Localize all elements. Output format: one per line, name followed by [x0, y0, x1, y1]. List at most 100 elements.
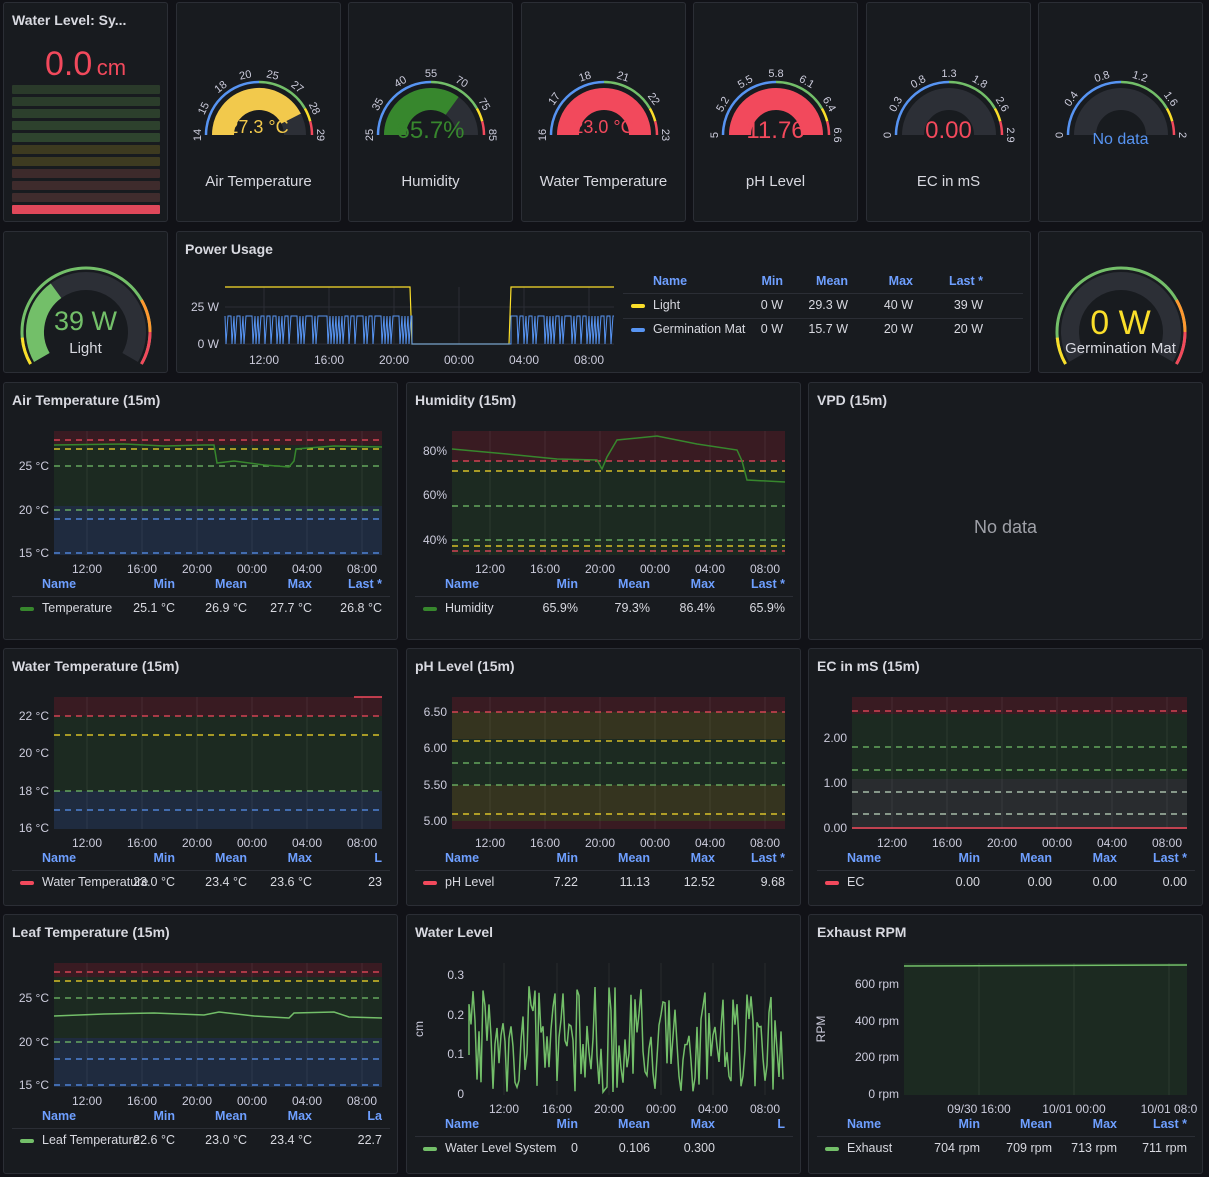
legend-series-name[interactable]: Light [653, 298, 680, 312]
vpd-panel[interactable]: VPD (15m) No data [808, 382, 1203, 640]
legend-header[interactable]: Last * [1153, 851, 1187, 865]
timeseries-chart: 22 °C20 °C18 °C16 °C12:00 16:00 20:00 00:00… [4, 649, 398, 849]
x-tick-label: 16:00 [530, 836, 560, 849]
y-tick-label: 15 °C [19, 1078, 49, 1092]
legend-header[interactable]: Mean [1020, 851, 1052, 865]
legend-header[interactable]: Max [691, 851, 715, 865]
legend-header[interactable]: Name [42, 851, 76, 865]
y-tick-label: 60% [423, 488, 447, 502]
legend-value: 0.300 [684, 1141, 715, 1155]
y-tick-label: 18 °C [19, 784, 49, 798]
y-tick-label: 22 °C [19, 709, 49, 723]
legend-header[interactable]: Name [42, 577, 76, 591]
legend-header[interactable]: Max [889, 274, 913, 288]
gauge-panel[interactable]: 25 35 40 55 70 75 85 65.7% Humidity [348, 2, 513, 222]
x-tick-label: 08:00 [1152, 836, 1182, 849]
legend-series-name[interactable]: EC [847, 875, 864, 889]
legend-header[interactable]: Mean [618, 851, 650, 865]
ec-panel[interactable]: EC in mS (15m) 2.00 1.00 0.00 12:00 16:00 20:0… [808, 648, 1203, 906]
legend-header[interactable]: Mean [215, 1109, 247, 1123]
x-tick-label: 04:00 [509, 353, 539, 367]
y-tick-label: 5.00 [424, 814, 448, 828]
power-usage-panel[interactable]: Power Usage 25 W 0 W 12:00 16:00 20:00 00:00 0… [176, 231, 1031, 373]
gauge-tick-label: 1.6 [1161, 89, 1180, 108]
x-tick-label: 00:00 [444, 353, 474, 367]
legend-value: 23.6 °C [270, 875, 312, 889]
legend-header[interactable]: Min [153, 577, 175, 591]
legend-series-name[interactable]: Germination Mat [653, 322, 745, 336]
legend-header[interactable]: Min [556, 851, 578, 865]
air-temperature-panel[interactable]: Air Temperature (15m) 25 °C 20 °C 15 °C 12:0… [3, 382, 398, 640]
gauge-value: 39 W [4, 306, 167, 337]
legend-header[interactable]: Mean [215, 851, 247, 865]
legend-series-name[interactable]: Water Level System [445, 1141, 556, 1155]
legend-header[interactable]: Max [1093, 851, 1117, 865]
gauge-panel[interactable]: 0 0.3 0.8 1.3 1.8 2.6 2.9 0.00 EC in mS [866, 2, 1031, 222]
legend-header[interactable]: Max [288, 1109, 312, 1123]
legend-header[interactable]: L [374, 851, 382, 865]
panel-title: Water Level: Sy... [12, 12, 126, 28]
legend-header[interactable]: La [367, 1109, 382, 1123]
legend-header[interactable]: Name [847, 1117, 881, 1131]
water-temperature-panel[interactable]: Water Temperature (15m) 22 °C 20 °C 18 °C 16… [3, 648, 398, 906]
legend-header[interactable]: Max [288, 851, 312, 865]
legend-header[interactable]: Min [153, 1109, 175, 1123]
gauge-panel[interactable]: 0 0.4 0.8 1.2 1.6 2 No data [1038, 2, 1203, 222]
legend-header[interactable]: Min [958, 851, 980, 865]
water-level-panel[interactable]: Water Level 0.3 0.2 0.1 0 cm 12:00 16:00 20:00 00… [406, 914, 801, 1174]
legend-header[interactable]: Mean [816, 274, 848, 288]
legend-header[interactable]: Max [691, 1117, 715, 1131]
y-tick-label: 6.50 [424, 705, 448, 719]
legend-series-name[interactable]: Humidity [445, 601, 494, 615]
legend-header[interactable]: Last * [1153, 1117, 1187, 1131]
legend-series-name[interactable]: Leaf Temperature [42, 1133, 140, 1147]
legend-header[interactable]: Last * [949, 274, 983, 288]
legend-header[interactable]: Mean [618, 1117, 650, 1131]
legend-header[interactable]: L [777, 1117, 785, 1131]
legend-header[interactable]: Min [761, 274, 783, 288]
gauge-panel[interactable]: 16 17 18 21 22 23 23.0 °C Water Temperature [521, 2, 686, 222]
legend-header[interactable]: Min [958, 1117, 980, 1131]
legend-header[interactable]: Last * [751, 851, 785, 865]
legend-header[interactable]: Name [445, 1117, 479, 1131]
legend-series-name[interactable]: pH Level [445, 875, 494, 889]
power-legend: Name Min Mean Max Last * Light 0 W 29.3 W 40 W 39… [623, 274, 1023, 354]
legend-header[interactable]: Min [556, 577, 578, 591]
legend-swatch [20, 1139, 34, 1143]
legend-header[interactable]: Last * [751, 577, 785, 591]
legend-series-name[interactable]: Exhaust [847, 1141, 892, 1155]
exhaust-rpm-panel[interactable]: Exhaust RPM 600 rpm 400 rpm 200 rpm 0 rpm RPM… [808, 914, 1203, 1174]
legend-header[interactable]: Max [1093, 1117, 1117, 1131]
ph-level-panel[interactable]: pH Level (15m) 6.50 6.00 5.50 5.00 12:00 16:00… [406, 648, 801, 906]
legend-value: 27.7 °C [270, 601, 312, 615]
legend-header[interactable]: Min [153, 851, 175, 865]
legend-series-name[interactable]: Temperature [42, 601, 112, 615]
leaf-temperature-panel[interactable]: Leaf Temperature (15m) 25 °C 20 °C 15 °C 12:… [3, 914, 398, 1174]
legend-header[interactable]: Mean [215, 577, 247, 591]
legend-header[interactable]: Name [445, 851, 479, 865]
legend-value: 39 W [954, 298, 983, 312]
legend-header[interactable]: Last * [348, 577, 382, 591]
legend-header[interactable]: Name [653, 274, 687, 288]
water-level-stat-panel[interactable]: Water Level: Sy... 0.0 cm [3, 2, 168, 222]
x-tick-label: 16:00 [127, 562, 157, 576]
legend-header[interactable]: Name [445, 577, 479, 591]
gauge-title: pH Level [694, 173, 857, 190]
germination-gauge-panel[interactable]: 0 W Germination Mat [1038, 231, 1203, 373]
no-data-text: No data [809, 517, 1202, 538]
gauge-panel[interactable]: 14 15 18 20 25 27 28 29 27.3 °C Air Temperature [176, 2, 341, 222]
y-tick-label: 1.00 [824, 776, 848, 790]
legend-swatch [631, 328, 645, 332]
legend-header[interactable]: Min [556, 1117, 578, 1131]
legend-header[interactable]: Mean [1020, 1117, 1052, 1131]
legend-header[interactable]: Name [847, 851, 881, 865]
legend-header[interactable]: Max [691, 577, 715, 591]
legend-header[interactable]: Mean [618, 577, 650, 591]
legend-header[interactable]: Max [288, 577, 312, 591]
x-tick-label: 08:00 [750, 1102, 780, 1115]
legend-header[interactable]: Name [42, 1109, 76, 1123]
legend-value: 0.00 [1163, 875, 1187, 889]
humidity-panel[interactable]: Humidity (15m) 80% 60% 40% 12:00 16:00 20:00 00… [406, 382, 801, 640]
light-gauge-panel[interactable]: 39 W Light [3, 231, 168, 373]
gauge-panel[interactable]: 5 5.2 5.5 5.8 6.1 6.4 6.6 11.76 pH Level [693, 2, 858, 222]
